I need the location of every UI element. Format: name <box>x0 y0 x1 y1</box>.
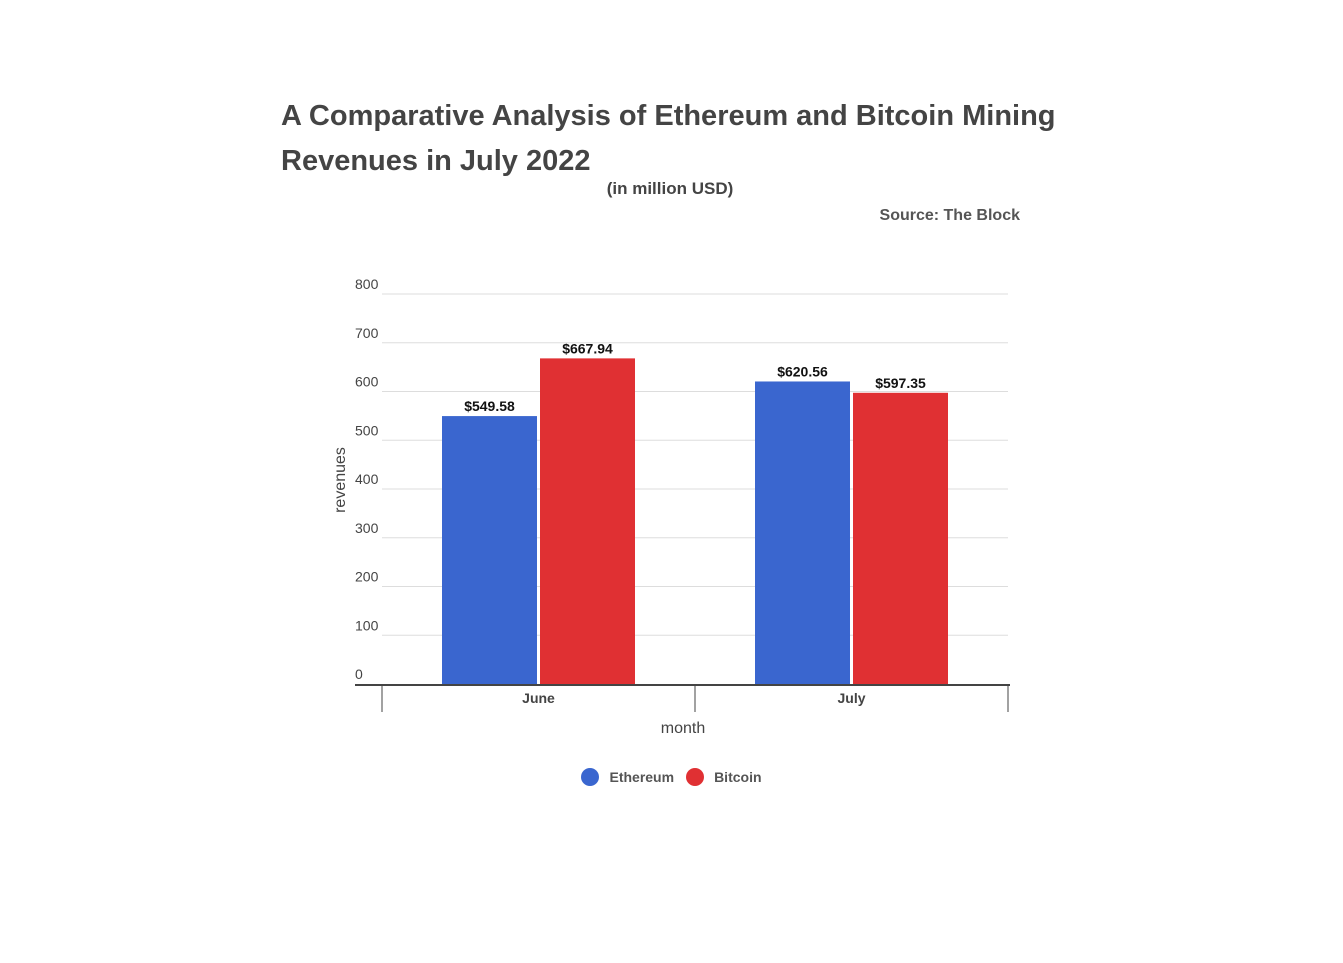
bars <box>442 358 948 684</box>
data-label: $597.35 <box>875 375 926 391</box>
y-tick-label: 800 <box>355 276 379 292</box>
x-axis-label: month <box>661 720 705 737</box>
data-label: $667.94 <box>562 340 613 356</box>
y-tick-label: 100 <box>355 617 379 633</box>
legend-label: Ethereum <box>609 769 675 785</box>
y-tick-label: 300 <box>355 520 379 536</box>
chart-subtitle: (in million USD) <box>606 179 734 198</box>
y-tick-label: 0 <box>355 666 363 682</box>
legend-item-bitcoin: Bitcoin <box>686 768 762 786</box>
y-tick-label: 400 <box>355 471 379 487</box>
legend-label: Bitcoin <box>714 769 762 785</box>
y-tick-label: 700 <box>355 325 379 341</box>
y-axis-ticks: 0 100 200 300 400 500 600 700 800 <box>355 276 379 682</box>
x-tick-label: July <box>837 690 865 706</box>
legend: Ethereum Bitcoin <box>0 768 1343 786</box>
y-tick-label: 200 <box>355 569 379 585</box>
bar-ethereum-july <box>755 381 850 684</box>
bar-ethereum-june <box>442 416 537 684</box>
chart-title: A Comparative Analysis of Ethereum and B… <box>281 100 1056 177</box>
y-axis-label: revenues <box>332 447 349 513</box>
x-axis: June July <box>355 684 1010 712</box>
bar-bitcoin-july <box>853 392 948 684</box>
data-label: $620.56 <box>777 363 828 379</box>
legend-swatch <box>581 768 600 786</box>
legend-item-ethereum: Ethereum <box>581 768 674 786</box>
data-label: $549.58 <box>464 398 515 414</box>
y-tick-label: 600 <box>355 374 379 390</box>
data-labels: $549.58 $667.94 $620.56 $597.35 <box>464 340 926 414</box>
y-tick-label: 500 <box>355 422 379 438</box>
bar-bitcoin-june <box>540 358 635 684</box>
legend-swatch <box>686 768 705 786</box>
x-tick-label: June <box>522 690 555 706</box>
chart-source: Source: The Block <box>879 207 1020 224</box>
